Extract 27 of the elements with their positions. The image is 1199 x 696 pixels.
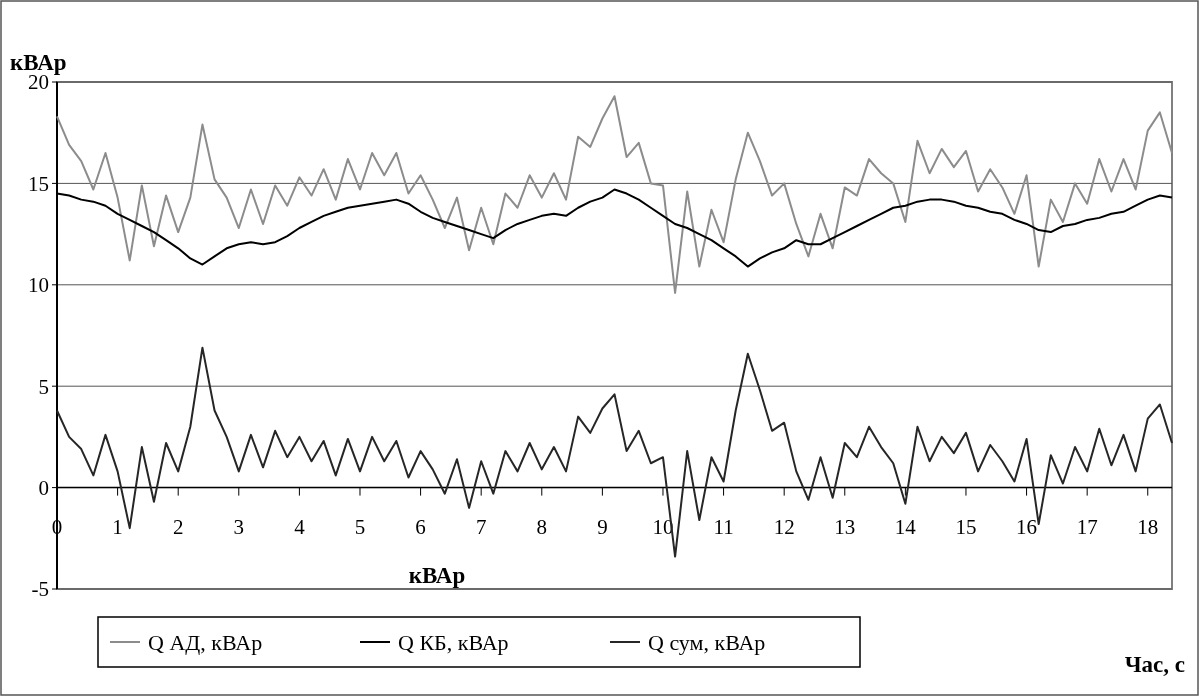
legend-label: Q КБ, кВАр: [398, 629, 509, 655]
x-tick-label: 15: [955, 514, 977, 539]
y-tick-label: 0: [38, 475, 49, 500]
x-tick-label: 7: [475, 514, 487, 539]
x-tick-label: 9: [597, 514, 608, 539]
annotation: кВАр: [408, 563, 466, 588]
x-axis-title: Час, с: [1124, 652, 1185, 677]
x-tick-label: 3: [233, 514, 245, 539]
y-tick-label: -5: [31, 577, 49, 602]
x-tick-label: 6: [415, 514, 426, 539]
x-tick-label: 17: [1076, 514, 1098, 539]
x-tick-label: 11: [713, 514, 734, 539]
y-tick-label: 15: [28, 171, 49, 196]
x-tick-label: 13: [834, 514, 856, 539]
y-tick-label: 5: [38, 374, 49, 399]
x-tick-label: 4: [294, 514, 306, 539]
x-tick-label: 12: [773, 514, 795, 539]
x-tick-label: 18: [1137, 514, 1159, 539]
y-tick-label: 10: [28, 273, 49, 298]
x-tick-label: 16: [1016, 514, 1038, 539]
legend-label: Q АД, кВАр: [148, 629, 263, 655]
x-tick-label: 5: [354, 514, 366, 539]
x-tick-label: 14: [894, 514, 917, 539]
legend-label: Q сум, кВАр: [648, 629, 766, 655]
x-tick-label: 1: [112, 514, 123, 539]
x-tick-label: 2: [172, 514, 184, 539]
x-tick-label: 8: [536, 514, 548, 539]
